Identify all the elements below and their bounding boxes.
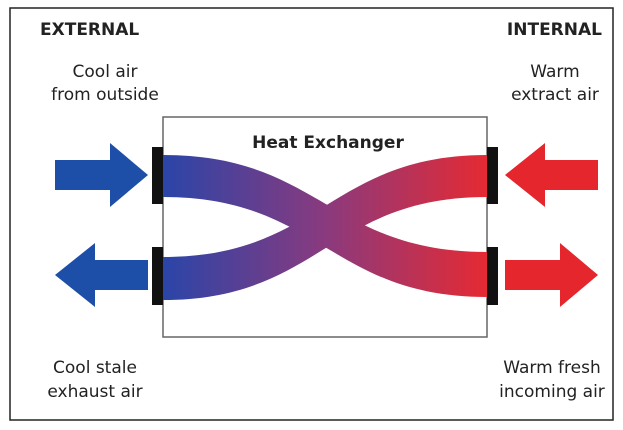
label-line: Cool air	[73, 62, 138, 82]
label-line: Cool stale	[53, 358, 137, 378]
label-line: Warm fresh	[503, 358, 600, 378]
arrow-out	[505, 243, 598, 307]
label-line: exhaust air	[47, 382, 142, 402]
arrow-in	[505, 143, 598, 207]
exchanger-title: Heat Exchanger	[252, 133, 404, 153]
port	[487, 147, 498, 204]
arrow-out	[55, 243, 148, 307]
heading-external: EXTERNAL	[40, 20, 139, 40]
port	[487, 247, 498, 305]
flow-band	[163, 155, 487, 300]
label-line: from outside	[51, 85, 159, 105]
port	[152, 147, 163, 204]
port	[152, 247, 163, 305]
label-line: extract air	[511, 85, 599, 105]
heading-internal: INTERNAL	[507, 20, 602, 40]
label-line: Warm	[530, 62, 579, 82]
arrow-in	[55, 143, 148, 207]
label-line: incoming air	[499, 382, 605, 402]
